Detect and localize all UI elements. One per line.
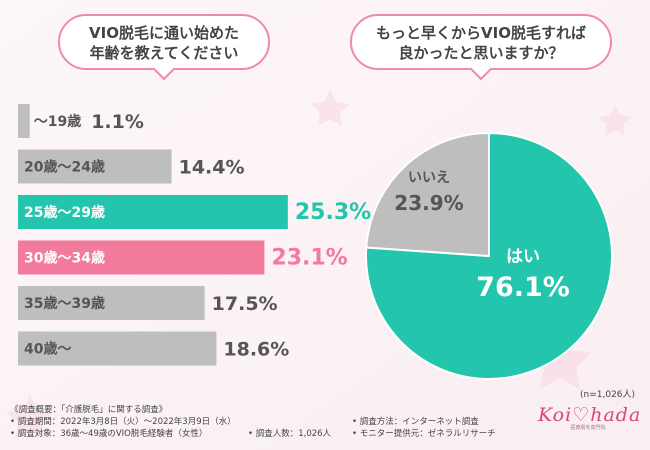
survey-period: • 調査期間：2022年3月8日（火）～2022年3月9日（水）	[10, 417, 236, 427]
survey-provider: • モニター提供元：ゼネラルリサーチ	[352, 429, 496, 439]
bar-category-label-5: 40歳～	[24, 341, 71, 358]
bar-category-label-0: ～19歳	[34, 113, 81, 130]
survey-count: • 調査人数：1,026人	[248, 429, 332, 439]
background-stars	[6, 90, 632, 439]
bar-value-label-0: 1.1%	[91, 111, 144, 133]
survey-target: • 調査対象：36歳～49歳のVIO脱毛経験者（女性）	[10, 429, 208, 439]
question-right-line-2: 良かったと思いますか？	[398, 44, 564, 62]
pie-slice-1	[365, 131, 490, 258]
bar-category-label-3: 30歳～34歳	[24, 250, 105, 267]
question-left-line-1: VIO脱毛に通い始めた	[89, 24, 239, 42]
pie-label-0: はい	[506, 247, 540, 267]
survey-summary-right: • 調査方法：インターネット調査 • モニター提供元：ゼネラルリサーチ	[352, 416, 496, 440]
brand-logo: Koi♡hada 医療脱毛専門院	[538, 404, 642, 431]
logo-subtitle: 医療脱毛専門院	[570, 425, 606, 431]
survey-summary-title: 《調査概要：「介護脱毛」に関する調査》	[10, 405, 168, 415]
age-bar-chart: ～19歳 1.1% 20歳～24歳 14.4% 25歳～29歳 25.3% 30歳～34歳 2…	[18, 104, 371, 366]
question-bubble-right: もっと早くからVIO脱毛すれば 良かったと思いますか？	[350, 14, 612, 70]
bar-value-label-4: 17.5%	[212, 293, 278, 315]
bar-4	[18, 286, 205, 320]
bar-value-label-5: 18.6%	[223, 339, 289, 361]
bar-category-label-1: 20歳～24歳	[24, 159, 105, 176]
question-left-line-2: 年齢を教えてください	[89, 44, 239, 62]
bar-category-label-2: 25歳～29歳	[24, 204, 105, 221]
question-right-line-1: もっと早くからVIO脱毛すれば	[376, 24, 586, 42]
pie-value-label-1: 23.9%	[394, 191, 463, 215]
logo-text: Koi♡hada	[538, 404, 642, 426]
bar-value-label-3: 23.1%	[271, 246, 347, 271]
question-bubble-left: VIO脱毛に通い始めた 年齢を教えてください	[58, 14, 270, 70]
bar-value-label-2: 25.3%	[295, 200, 371, 225]
bar-1	[18, 149, 172, 184]
bar-value-label-1: 14.4%	[179, 157, 245, 179]
bar-3	[18, 240, 265, 275]
bar-0	[18, 104, 30, 138]
bar-2	[18, 195, 288, 229]
survey-method: • 調査方法：インターネット調査	[352, 417, 479, 427]
survey-summary-left: 《調査概要：「介護脱毛」に関する調査》 • 調査期間：2022年3月8日（火）～…	[10, 404, 236, 440]
pie-value-label-0: 76.1%	[476, 272, 570, 303]
bar-category-label-4: 35歳～39歳	[24, 295, 105, 312]
satisfaction-pie-chart: はい 76.1% いいえ 23.9%	[365, 131, 613, 380]
sample-size-label: (n=1,026人)	[580, 390, 636, 400]
bar-5	[18, 331, 217, 366]
pie-label-1: いいえ	[408, 170, 450, 186]
